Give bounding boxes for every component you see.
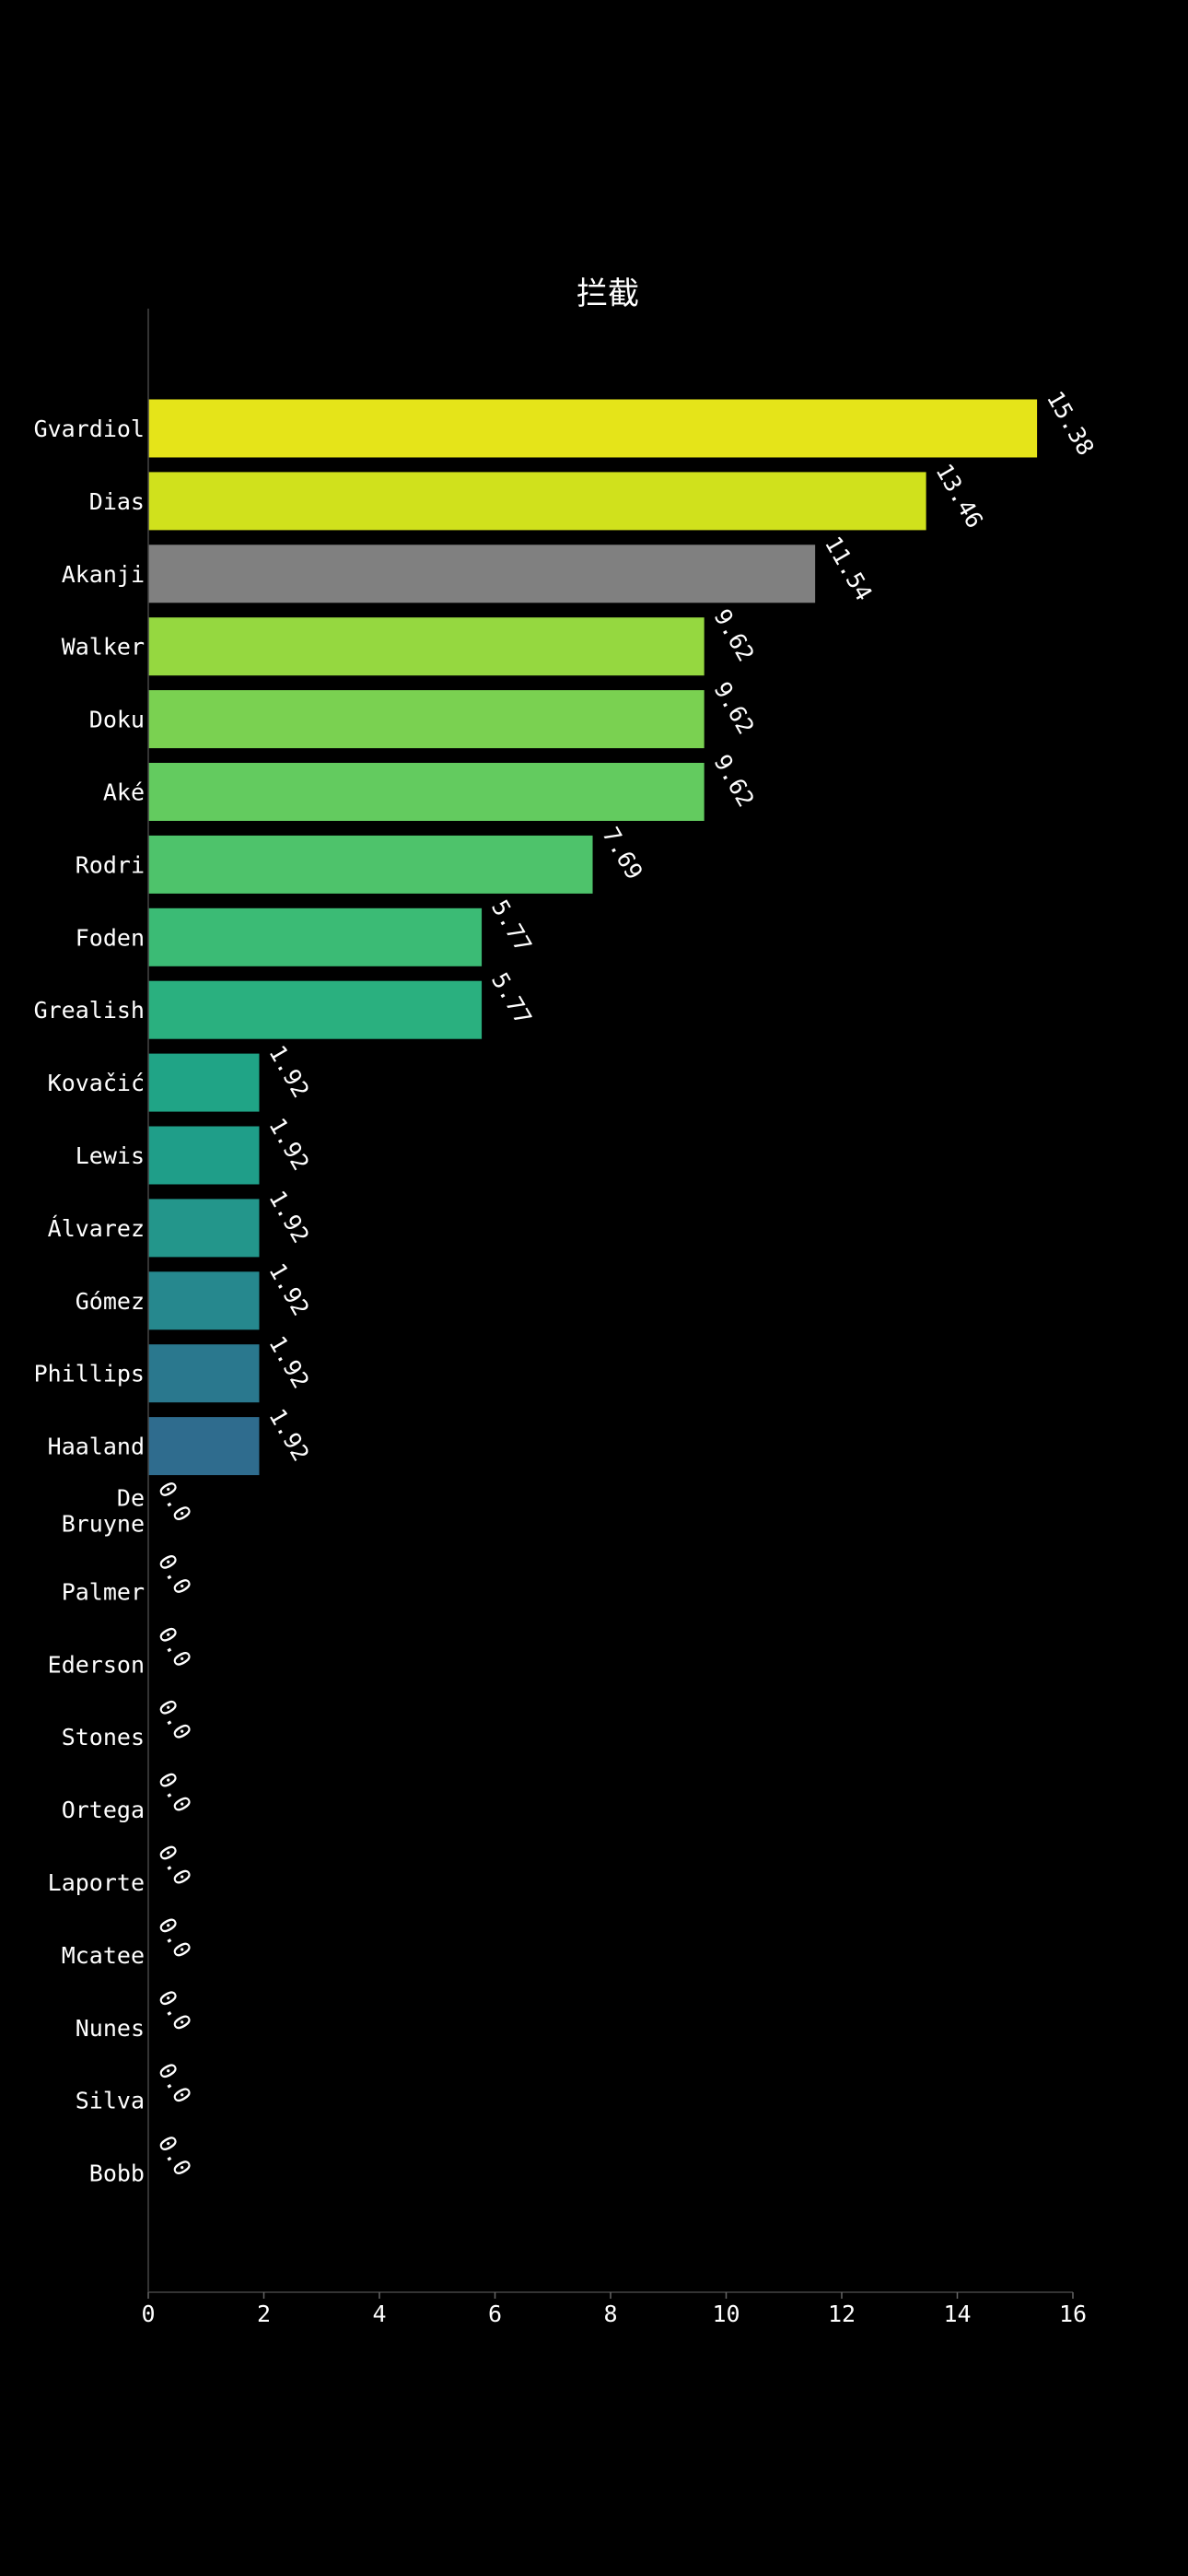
x-tick-label-1: 2	[257, 2301, 271, 2327]
category-label-10: Lewis	[76, 1142, 145, 1169]
value-label-17: 0.0	[153, 1622, 197, 1672]
bars-layer	[148, 399, 1038, 1476]
value-label-0: 15.38	[1042, 387, 1100, 461]
category-label-24: Bobb	[89, 2160, 145, 2187]
chart-title: 拦截	[577, 275, 639, 312]
category-label-0: Gvardiol	[34, 416, 145, 442]
bar-4	[148, 690, 705, 749]
x-tick-label-4: 8	[603, 2301, 617, 2327]
category-label-11: Álvarez	[48, 1215, 145, 1242]
x-tick-label-3: 6	[488, 2301, 502, 2327]
bar-13	[148, 1344, 260, 1403]
value-label-8: 5.77	[486, 968, 537, 1030]
category-label-18: Stones	[62, 1724, 145, 1751]
bar-3	[148, 617, 705, 676]
category-label-6: Rodri	[76, 851, 145, 878]
x-tick-label-5: 10	[712, 2301, 740, 2327]
value-label-9: 1.92	[263, 1041, 314, 1103]
value-label-13: 1.92	[263, 1331, 314, 1393]
x-tick-label-6: 12	[828, 2301, 856, 2327]
bar-1	[148, 472, 926, 531]
category-label-22: Nunes	[76, 2015, 145, 2042]
category-label-1: Dias	[89, 488, 145, 515]
value-label-7: 5.77	[486, 896, 537, 957]
value-label-24: 0.0	[153, 2131, 197, 2181]
category-label-9: Kovačić	[48, 1070, 145, 1096]
bar-2	[148, 544, 816, 603]
category-label-23: Silva	[76, 2088, 145, 2114]
category-label-7: Foden	[76, 924, 145, 951]
category-label-2: Akanji	[62, 561, 145, 588]
bar-9	[148, 1053, 260, 1112]
bar-12	[148, 1271, 260, 1330]
bar-5	[148, 763, 705, 821]
x-tick-label-8: 16	[1059, 2301, 1087, 2327]
value-label-11: 1.92	[263, 1186, 314, 1247]
bar-14	[148, 1417, 260, 1476]
value-label-19: 0.0	[153, 1768, 197, 1818]
bar-10	[148, 1126, 260, 1185]
category-label-3: Walker	[62, 634, 145, 661]
category-label-15: De Bruyne	[62, 1485, 145, 1538]
value-label-10: 1.92	[263, 1114, 314, 1176]
x-tick-label-2: 4	[372, 2301, 386, 2327]
value-label-2: 11.54	[820, 532, 878, 605]
value-label-23: 0.0	[153, 2058, 197, 2108]
value-label-16: 0.0	[153, 1550, 197, 1599]
bar-7	[148, 907, 483, 966]
category-label-12: Gómez	[76, 1288, 145, 1315]
value-label-14: 1.92	[263, 1404, 314, 1466]
category-labels: Gvardiol Dias Akanji Walker Doku Aké Rodri Fode…	[34, 416, 145, 2187]
category-label-21: Mcatee	[62, 1942, 145, 1969]
category-label-17: Ederson	[48, 1651, 145, 1678]
category-label-8: Grealish	[34, 997, 145, 1024]
x-tick-label-7: 14	[943, 2301, 971, 2327]
category-label-14: Haaland	[48, 1434, 145, 1460]
value-label-4: 9.62	[708, 677, 759, 739]
value-label-12: 1.92	[263, 1259, 314, 1320]
category-label-19: Ortega	[62, 1797, 145, 1823]
value-label-1: 13.46	[930, 459, 988, 533]
value-label-18: 0.0	[153, 1695, 197, 1745]
value-label-5: 9.62	[708, 750, 759, 812]
value-label-6: 7.69	[597, 823, 647, 884]
bar-0	[148, 399, 1038, 458]
value-label-22: 0.0	[153, 1985, 197, 2035]
value-label-21: 0.0	[153, 1913, 197, 1962]
x-tick-label-0: 0	[141, 2301, 155, 2327]
bar-11	[148, 1199, 260, 1258]
category-label-20: Laporte	[48, 1869, 145, 1896]
category-label-13: Phillips	[34, 1361, 145, 1388]
axes: 0 2 4 6 8 10 12 14 16	[141, 309, 1087, 2327]
value-label-20: 0.0	[153, 1841, 197, 1891]
bar-8	[148, 980, 483, 1039]
value-label-3: 9.62	[708, 604, 759, 666]
category-label-4: Doku	[89, 707, 145, 733]
value-label-15: 0.0	[153, 1477, 197, 1527]
bar-6	[148, 835, 593, 894]
category-label-16: Palmer	[62, 1578, 145, 1605]
category-label-5: Aké	[103, 779, 145, 806]
